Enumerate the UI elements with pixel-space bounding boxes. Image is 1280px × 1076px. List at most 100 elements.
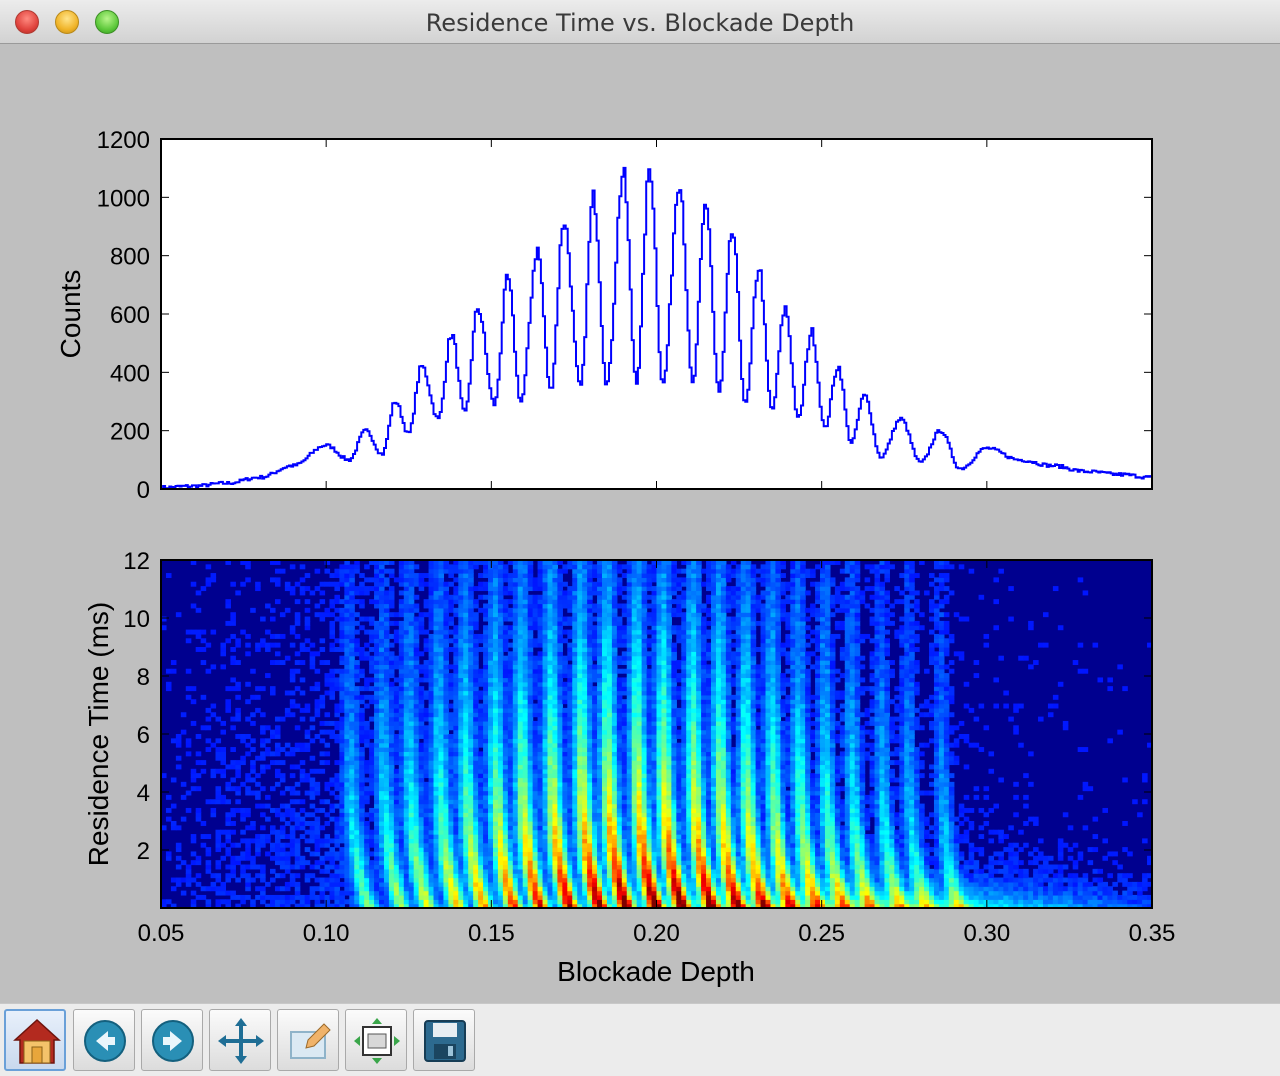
heatmap-cell [438,690,445,696]
heatmap-cell [478,773,484,779]
heatmap-cell [393,812,400,818]
heatmap-cell [547,786,554,792]
heatmap-cell [468,747,474,752]
heatmap-cell [577,707,583,713]
heatmap-cell [473,751,479,757]
heatmap-cell [413,564,420,570]
heatmap-cell [423,864,430,870]
heatmap-cell [537,877,544,883]
heatmap-cell [398,860,405,866]
heatmap-cell [537,629,544,635]
heatmap-cell [418,838,425,844]
heatmap-cell [383,720,390,726]
heatmap-cell [418,851,425,857]
heatmap-cell [448,607,454,613]
heatmap-cell [592,886,598,892]
zoom-window-button[interactable] [95,10,119,34]
heatmap-cell [230,716,236,722]
heatmap-cell [428,707,435,713]
heatmap-cell [388,842,395,848]
heatmap-cell [567,616,573,622]
heatmap-cell [398,825,405,831]
heatmap-cell [349,799,355,805]
heatmap-cell [359,768,365,774]
heatmap-cell [463,860,469,866]
heatmap-cell [309,781,316,787]
heatmap-cell [245,786,251,792]
heatmap-cell [423,712,430,718]
heatmap-cell [492,694,499,700]
heatmap-cell [507,803,514,809]
heatmap-cell [497,868,504,874]
heatmap-cell [383,860,390,866]
heatmap-cell [354,560,360,565]
heatmap-cell [274,834,281,839]
heatmap-cell [458,590,464,596]
heatmap-cell [532,829,539,835]
heatmap-cell [364,655,370,661]
heatmap-cell [478,764,484,770]
heatmap-cell [170,903,177,908]
heatmap-cell [547,899,554,905]
heatmap-cell [448,799,454,805]
heatmap-cell [314,712,321,718]
heatmap-cell [324,881,331,887]
heatmap-cell [413,707,420,713]
heatmap-cell [369,877,375,883]
heatmap-cell [532,764,539,770]
heatmap-cell [428,760,435,766]
heatmap-cell [532,734,539,739]
heatmap-cell [403,842,410,848]
heatmap-cell [393,577,400,583]
heatmap-cell [582,638,588,644]
heatmap-cell [388,681,395,687]
heatmap-cell [398,638,405,644]
heatmap-cell [597,664,603,670]
heatmap-cell [606,677,613,683]
heatmap-cell [537,568,544,574]
heatmap-cell [359,694,365,700]
heatmap-cell [458,799,464,805]
heatmap-cell [483,725,489,731]
heatmap-cell [582,890,588,896]
heatmap-cell [383,694,390,700]
heatmap-cell [388,755,395,761]
heatmap-cell [502,803,509,809]
heatmap-cell [592,694,598,700]
heatmap-cell [428,655,435,661]
heatmap-cell [577,590,583,596]
heatmap-cell [339,868,345,874]
heatmap-cell [284,851,291,857]
heatmap-cell [314,886,321,892]
heatmap-cell [374,786,380,792]
close-window-button[interactable] [15,10,39,34]
heatmap-cell [403,625,410,631]
heatmap-cell [374,660,380,665]
heatmap-cell [379,881,385,887]
heatmap-cell [170,803,177,809]
heatmap-cell [547,725,554,731]
heatmap-cell [448,847,454,853]
heatmap-cell [512,599,519,605]
heatmap-cell [592,616,598,622]
heatmap-cell [379,599,385,605]
heatmap-cell [453,612,459,618]
heatmap-cell [349,664,355,670]
heatmap-cell [428,834,435,839]
heatmap-cell [383,681,390,687]
heatmap-cell [562,803,568,809]
heatmap-cell [497,625,504,631]
heatmap-cell [517,664,524,670]
heatmap-cell [458,686,464,692]
heatmap-cell [359,812,365,818]
minimize-window-button[interactable] [55,10,79,34]
heatmap-cell [448,786,454,792]
heatmap-cell [354,899,360,905]
heatmap-cell [255,773,261,779]
heatmap-cell [329,838,336,844]
heatmap-cell [468,881,474,887]
heatmap-cell [403,816,410,822]
heatmap-cell [438,677,445,683]
heatmap-cell [552,881,558,887]
heatmap-cell [597,607,603,613]
